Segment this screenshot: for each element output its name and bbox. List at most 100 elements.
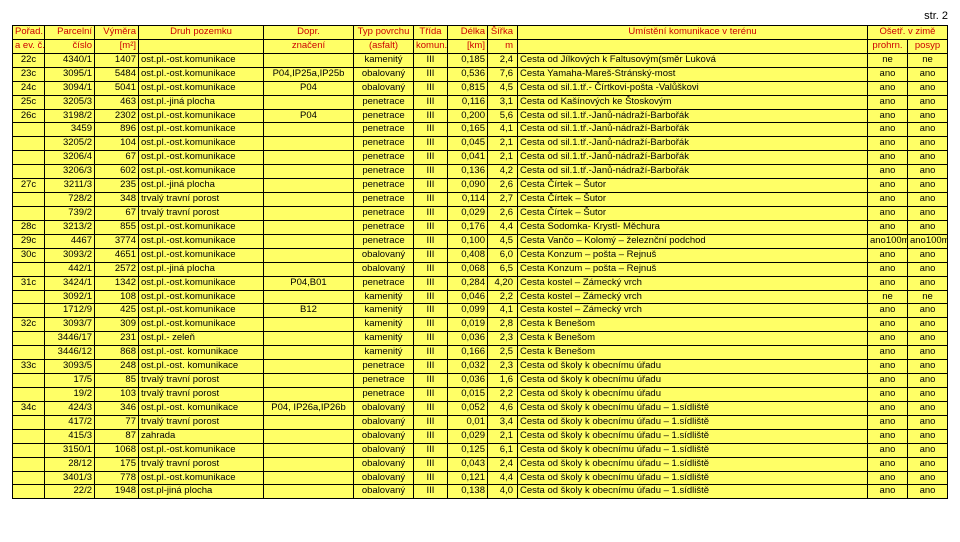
cell-delka: 0,01	[448, 415, 488, 429]
cell-druh: ost.pl.-jiná plocha	[139, 179, 264, 193]
cell-os1: ano	[867, 179, 907, 193]
cell-trida: III	[414, 248, 448, 262]
cell-sirka: 2,1	[488, 151, 518, 165]
cell-os1: ano	[867, 95, 907, 109]
cell-ev	[13, 137, 45, 151]
cell-ev: 28c	[13, 220, 45, 234]
cell-umist: Cesta od školy k obecnímu úřadu – 1.sídl…	[518, 457, 868, 471]
cell-os2: ano	[907, 415, 947, 429]
cell-os2: ano	[907, 443, 947, 457]
table-row: 3150/11068ost.pl.-ost.komunikaceobalovan…	[13, 443, 948, 457]
cell-os2: ano	[907, 123, 947, 137]
cell-vym: 67	[95, 206, 139, 220]
cell-delka: 0,036	[448, 374, 488, 388]
cell-sirka: 2,3	[488, 332, 518, 346]
hdr-delka: Délka	[448, 26, 488, 40]
hdr-vymera: Výměra	[95, 26, 139, 40]
cell-typ: obalovaný	[354, 81, 414, 95]
cell-druh: trvalý travní porost	[139, 415, 264, 429]
cell-parc: 3198/2	[45, 109, 95, 123]
cell-typ: kamenitý	[354, 304, 414, 318]
cell-sirka: 2,1	[488, 429, 518, 443]
table-row: 728/2348trvalý travní porostpenetraceIII…	[13, 193, 948, 207]
hdr-porad: Pořad.	[13, 26, 45, 40]
cell-parc: 739/2	[45, 206, 95, 220]
cell-umist: Cesta k Benešom	[518, 318, 868, 332]
cell-typ: penetrace	[354, 137, 414, 151]
cell-druh: ost.pl.-ost.komunikace	[139, 443, 264, 457]
cell-os1: ano	[867, 346, 907, 360]
cell-parc: 3213/2	[45, 220, 95, 234]
cell-delka: 0,136	[448, 165, 488, 179]
cell-druh: trvalý travní porost	[139, 193, 264, 207]
cell-os1: ano	[867, 137, 907, 151]
cell-sirka: 4,6	[488, 401, 518, 415]
cell-vym: 5484	[95, 67, 139, 81]
cell-druh: ost.pl.-ost.komunikace	[139, 248, 264, 262]
cell-ev: 26c	[13, 109, 45, 123]
cell-parc: 424/3	[45, 401, 95, 415]
cell-druh: ost.pl.-jiná plocha	[139, 262, 264, 276]
cell-druh: ost.pl.-ost. komunikace	[139, 360, 264, 374]
cell-os1: ano	[867, 165, 907, 179]
cell-sirka: 4,4	[488, 471, 518, 485]
cell-ev: 22c	[13, 53, 45, 67]
cell-dopr	[264, 206, 354, 220]
cell-parc: 17/5	[45, 374, 95, 388]
cell-dopr	[264, 415, 354, 429]
cell-ev: 32c	[13, 318, 45, 332]
cell-os2: ano	[907, 220, 947, 234]
cell-trida: III	[414, 81, 448, 95]
cell-vym: 463	[95, 95, 139, 109]
cell-trida: III	[414, 401, 448, 415]
cell-os1: ano	[867, 220, 907, 234]
cell-vym: 104	[95, 137, 139, 151]
cell-parc: 3093/2	[45, 248, 95, 262]
cell-sirka: 2,5	[488, 346, 518, 360]
cell-druh: trvalý travní porost	[139, 387, 264, 401]
table-row: 32c3093/7309ost.pl.-ost.komunikacekameni…	[13, 318, 948, 332]
cell-vym: 602	[95, 165, 139, 179]
cell-os2: ano	[907, 137, 947, 151]
cell-parc: 3205/3	[45, 95, 95, 109]
cell-ev	[13, 206, 45, 220]
cell-druh: ost.pl.-ost.komunikace	[139, 318, 264, 332]
cell-os2: ano	[907, 165, 947, 179]
cell-vym: 4651	[95, 248, 139, 262]
cell-druh: ost.pl.-ost.komunikace	[139, 234, 264, 248]
cell-delka: 0,015	[448, 387, 488, 401]
cell-trida: III	[414, 137, 448, 151]
cell-druh: ost.pl.-ost.komunikace	[139, 53, 264, 67]
cell-ev	[13, 374, 45, 388]
cell-vym: 2572	[95, 262, 139, 276]
cell-typ: penetrace	[354, 109, 414, 123]
cell-os1: ano	[867, 443, 907, 457]
cell-vym: 1407	[95, 53, 139, 67]
cell-dopr	[264, 137, 354, 151]
cell-parc: 1712/9	[45, 304, 95, 318]
cell-os1: ano	[867, 151, 907, 165]
cell-ev: 27c	[13, 179, 45, 193]
cell-sirka: 6,0	[488, 248, 518, 262]
cell-os1: ano	[867, 401, 907, 415]
cell-druh: ost.pl.-ost.komunikace	[139, 471, 264, 485]
cell-umist: Cesta k Benešom	[518, 332, 868, 346]
cell-os1: ano	[867, 429, 907, 443]
cell-typ: obalovaný	[354, 485, 414, 499]
cell-delka: 0,052	[448, 401, 488, 415]
cell-typ: penetrace	[354, 95, 414, 109]
table-row: 27c3211/3235ost.pl.-jiná plochapenetrace…	[13, 179, 948, 193]
cell-typ: obalovaný	[354, 67, 414, 81]
cell-sirka: 4,4	[488, 220, 518, 234]
cell-os1: ano	[867, 318, 907, 332]
hdr2-cislo: číslo	[45, 39, 95, 53]
cell-umist: Cesta Čírtek – Šutor	[518, 193, 868, 207]
table-row: 22/21948ost.pl-jiná plochaobalovanýIII0,…	[13, 485, 948, 499]
cell-ev	[13, 346, 45, 360]
table-row: 442/12572ost.pl.-jiná plochaobalovanýIII…	[13, 262, 948, 276]
cell-trida: III	[414, 304, 448, 318]
cell-typ: penetrace	[354, 220, 414, 234]
cell-ev: 34c	[13, 401, 45, 415]
cell-sirka: 6,5	[488, 262, 518, 276]
cell-sirka: 2,7	[488, 193, 518, 207]
